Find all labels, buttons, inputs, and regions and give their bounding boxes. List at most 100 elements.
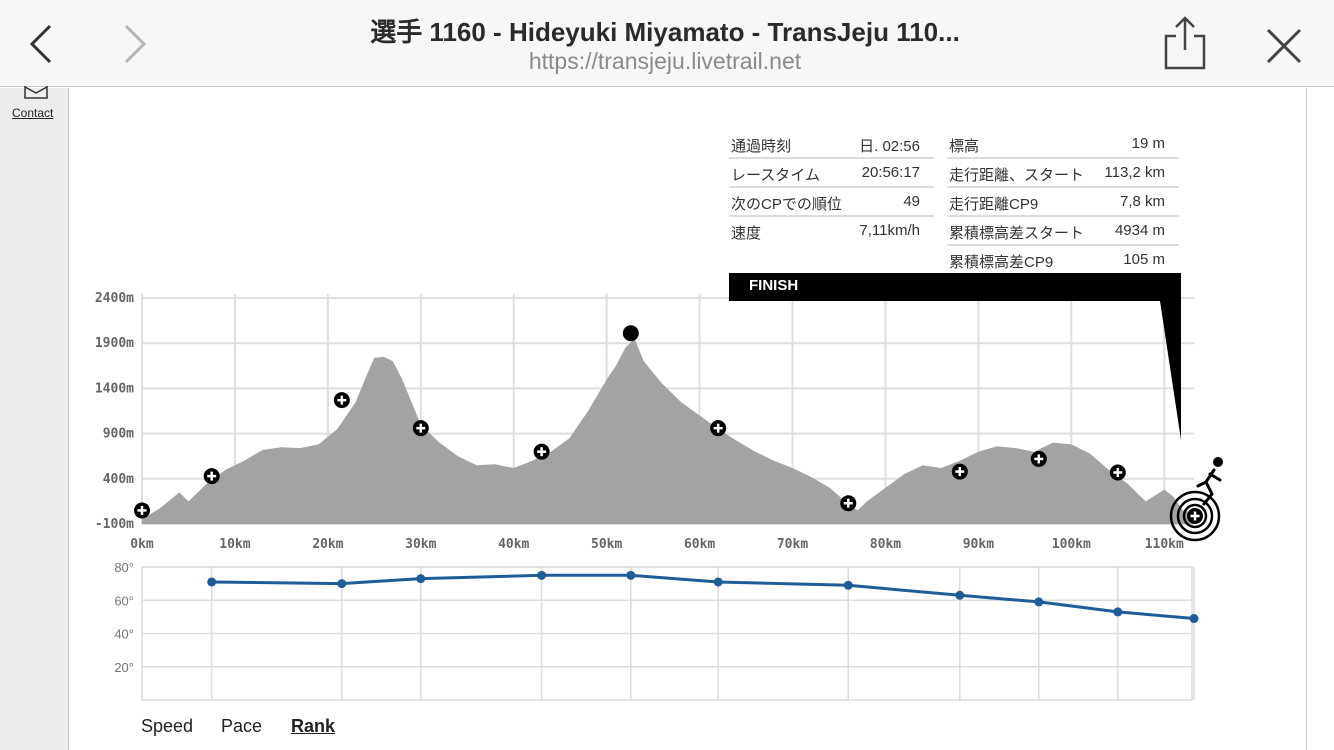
rank-point[interactable]: [955, 590, 965, 600]
info-label: 累積標高差スタート: [949, 225, 1085, 242]
finish-label: FINISH: [749, 277, 799, 294]
close-button[interactable]: [1262, 24, 1306, 68]
rank-point[interactable]: [843, 580, 853, 590]
x-tick-label: 100km: [1052, 537, 1091, 552]
x-tick-label: 60km: [684, 537, 715, 552]
rank-point[interactable]: [416, 574, 426, 584]
checkpoint-plus-icon[interactable]: [710, 420, 727, 437]
y-tick-label: 1900m: [95, 336, 134, 351]
x-tick-label: 80km: [870, 537, 901, 552]
info-value: 7,8 km: [1119, 193, 1165, 210]
info-value: 113,2 km: [1104, 164, 1165, 181]
finish-banner: FINISH: [729, 273, 1181, 301]
rank-point[interactable]: [713, 577, 723, 587]
checkpoint-plus-icon[interactable]: [1109, 464, 1126, 481]
rank-y-tick-label: 40°: [114, 627, 134, 642]
y-tick-label: 900m: [103, 427, 134, 442]
info-label: 標高: [949, 138, 980, 155]
info-row-gain-cp9: 累積標高差CP9 105 m: [947, 246, 1179, 275]
rank-point[interactable]: [1113, 607, 1123, 617]
info-value: 105 m: [1123, 251, 1165, 268]
info-row-distance-start: 走行距離、スタート 113,2 km: [947, 159, 1179, 188]
summit-marker[interactable]: [622, 325, 639, 342]
forward-button[interactable]: [112, 22, 156, 66]
info-row-gain-start: 累積標高差スタート 4934 m: [947, 217, 1179, 246]
checkpoint-plus-icon[interactable]: [533, 443, 550, 460]
rank-line: [211, 573, 1195, 620]
mail-icon[interactable]: [24, 86, 48, 100]
tab-pace[interactable]: Pace: [221, 716, 263, 736]
y-tick-label: 1400m: [95, 381, 134, 396]
checkpoint-plus-icon[interactable]: [134, 502, 150, 519]
info-row-race-time: レースタイム 20:56:17: [729, 159, 934, 188]
checkpoint-plus-icon[interactable]: [203, 468, 220, 485]
back-button[interactable]: [20, 22, 64, 66]
page-title: 選手 1160 - Hideyuki Miyamato - TransJeju …: [370, 17, 960, 47]
rank-point[interactable]: [626, 570, 636, 580]
rank-point[interactable]: [1189, 614, 1199, 624]
x-tick-label: 90km: [963, 537, 994, 552]
profile-axis-labels: 2400m 1900m 1400m 900m 400m -100m 0km 10km 20km 3…: [95, 291, 1184, 552]
chevron-left-icon: [29, 24, 52, 64]
page-url[interactable]: https://transjeju.livetrail.net: [528, 48, 802, 74]
info-label: 走行距離、スタート: [949, 167, 1085, 184]
rank-y-tick-label: 80°: [114, 560, 134, 575]
contact-link[interactable]: Contact: [12, 106, 54, 120]
share-button[interactable]: [1162, 14, 1208, 70]
chevron-right-icon: [124, 24, 147, 64]
info-row-speed: 速度 7,11km/h: [729, 217, 934, 246]
rank-points: [207, 570, 1199, 624]
checkpoint-plus-icon[interactable]: [333, 392, 350, 409]
info-label: 次のCPでの順位: [731, 196, 842, 213]
x-tick-label: 30km: [405, 537, 436, 552]
y-tick-label: 2400m: [95, 291, 134, 306]
tab-speed[interactable]: Speed: [141, 716, 194, 736]
share-icon: [1164, 16, 1206, 70]
info-value: 19 m: [1131, 135, 1165, 152]
x-tick-label: 50km: [591, 537, 622, 552]
x-tick-label: 110km: [1145, 537, 1184, 552]
checkpoints: [134, 392, 1126, 519]
finish-target-icon[interactable]: [1169, 457, 1223, 542]
checkpoint-plus-icon[interactable]: [1030, 450, 1047, 467]
left-sidebar: Contact: [0, 86, 69, 750]
info-value: 4934 m: [1114, 222, 1165, 239]
info-value: 日. 02:56: [859, 138, 920, 155]
x-tick-label: 40km: [498, 537, 529, 552]
info-value: 20:56:17: [861, 164, 920, 181]
x-tick-label: 70km: [777, 537, 808, 552]
rank-point[interactable]: [1034, 597, 1044, 607]
y-tick-label: 400m: [103, 472, 134, 487]
rank-grid: [141, 566, 1195, 701]
info-label: 通過時刻: [731, 138, 792, 155]
rank-point[interactable]: [337, 579, 347, 589]
close-icon: [1266, 28, 1302, 64]
info-row-distance-cp9: 走行距離CP9 7,8 km: [947, 188, 1179, 217]
info-label: 速度: [731, 225, 762, 242]
runner-icon: [1196, 457, 1223, 506]
info-row-elevation: 標高 19 m: [947, 130, 1179, 159]
x-tick-label: 0km: [130, 537, 154, 552]
info-row-time: 通過時刻 日. 02:56: [729, 130, 934, 159]
x-tick-label: 10km: [219, 537, 250, 552]
info-value: 7,11km/h: [859, 222, 920, 239]
y-tick-label: -100m: [95, 517, 134, 532]
right-margin: [1306, 88, 1334, 750]
browser-toolbar: 選手 1160 - Hideyuki Miyamato - TransJeju …: [0, 0, 1334, 87]
finish-pointer: [1160, 301, 1181, 440]
rank-point[interactable]: [537, 570, 547, 580]
rank-point[interactable]: [207, 577, 217, 587]
info-label: 走行距離CP9: [949, 196, 1039, 213]
info-value: 49: [903, 193, 920, 210]
elevation-profile-area: [142, 338, 1194, 524]
checkpoint-plus-icon[interactable]: [951, 463, 968, 480]
info-label: 累積標高差CP9: [949, 254, 1054, 271]
info-row-next-rank: 次のCPでの順位 49: [729, 188, 934, 217]
tab-rank[interactable]: Rank: [291, 716, 336, 736]
rank-y-tick-label: 20°: [114, 660, 134, 675]
checkpoint-plus-icon[interactable]: [412, 420, 429, 437]
rank-axis-labels: 80° 60° 40° 20°: [114, 560, 134, 675]
checkpoint-plus-icon[interactable]: [840, 495, 857, 512]
x-tick-label: 20km: [312, 537, 343, 552]
